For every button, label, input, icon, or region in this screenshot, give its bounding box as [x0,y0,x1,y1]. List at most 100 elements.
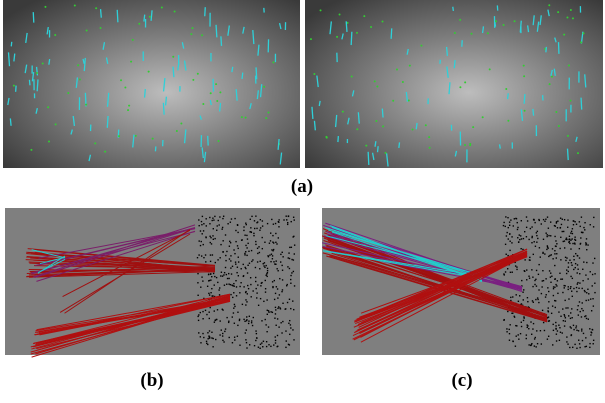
flow-vector [581,98,582,110]
point [281,265,282,266]
point [555,322,556,323]
point [515,218,516,219]
point [589,347,590,348]
point [213,228,214,229]
point [271,219,272,220]
point [517,229,518,230]
point [252,325,253,326]
point [587,244,588,245]
feature-point [342,111,344,113]
point [224,285,225,286]
point [240,282,241,283]
point [579,273,580,274]
flow-vector [454,60,455,68]
point [225,267,226,268]
point [535,346,536,347]
point [538,274,539,275]
feature-point [382,20,384,22]
point [245,299,246,300]
point [577,283,578,284]
feature-point [85,104,87,106]
feature-point [100,27,102,29]
point [292,329,293,330]
point [527,297,528,298]
point [207,338,208,339]
point [573,224,574,225]
feature-point [263,86,265,88]
point [281,332,282,333]
flow-vector [101,9,102,18]
point [536,330,537,331]
point [202,233,203,234]
point [272,287,273,288]
feature-point [351,75,353,77]
point [273,223,274,224]
point [262,220,263,221]
point [526,338,527,339]
point [269,243,270,244]
point [568,262,569,263]
image-a-right [305,0,603,168]
flow-vector [205,7,206,16]
point [551,313,552,314]
point [255,330,256,331]
point [268,326,269,327]
flow-vector [145,89,146,97]
feature-point [124,87,126,89]
point [212,220,213,221]
point [228,283,229,284]
feature-point [135,135,137,137]
point [586,346,587,347]
point [551,276,552,277]
point [555,240,556,241]
point [218,220,219,221]
point [545,296,546,297]
point [570,335,571,336]
flow-vector [221,36,222,46]
point [510,219,511,220]
point [505,216,506,217]
point [251,320,252,321]
flow-vector [399,142,400,148]
point [255,241,256,242]
point [558,325,559,326]
point [267,272,268,273]
point [290,283,291,284]
point [226,274,227,275]
point [503,225,504,226]
point [257,261,258,262]
point [255,281,256,282]
point [576,325,577,326]
point [276,260,277,261]
point [590,224,591,225]
point [572,278,573,279]
point [556,222,557,223]
point [512,340,513,341]
feature-point [339,13,341,15]
point [219,287,220,288]
feature-point [149,16,151,18]
feature-point [580,41,582,43]
point [227,278,228,279]
point [285,347,286,348]
point [567,307,568,308]
point [548,336,549,337]
point [520,333,521,334]
point [576,291,577,292]
feature-point [459,19,461,21]
point [531,242,532,243]
point [586,292,587,293]
point [566,257,567,258]
point [233,312,234,313]
point [523,289,524,290]
point [254,345,255,346]
point [509,333,510,334]
point [221,329,222,330]
point [255,277,256,278]
point [266,331,267,332]
point [559,327,560,328]
flow-vector [220,103,221,112]
point [554,265,555,266]
point [247,265,248,266]
point [223,251,224,252]
